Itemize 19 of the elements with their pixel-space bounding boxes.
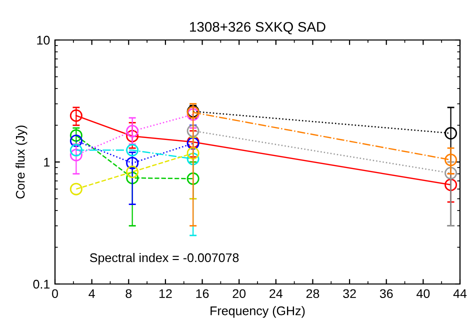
- x-tick-label: 20: [232, 289, 246, 298]
- y-axis-title: Core flux (Jy): [16, 126, 28, 199]
- x-tick-label: 24: [270, 289, 282, 298]
- y-tick-label: 0.1: [33, 280, 50, 289]
- x-tick-label: 4: [88, 289, 95, 298]
- x-tick-label: 0: [52, 289, 58, 298]
- x-tick-label: 12: [159, 289, 172, 298]
- y-tick-label: 10: [37, 36, 50, 45]
- x-tick-label: 32: [343, 289, 356, 298]
- chart-title: 1308+326 SXKQ SAD: [190, 22, 326, 34]
- x-tick-label: 36: [380, 289, 393, 298]
- annotation: Spectral index = -0.007078: [90, 252, 239, 265]
- x-axis-title: Frequency (GHz): [210, 306, 305, 318]
- y-tick-label: 1: [44, 158, 50, 167]
- x-tick-label: 40: [416, 289, 430, 298]
- x-tick-label: 8: [126, 289, 132, 298]
- x-tick-label: 44: [453, 289, 467, 298]
- x-tick-label: 28: [306, 289, 320, 298]
- x-tick-label: 16: [196, 289, 209, 298]
